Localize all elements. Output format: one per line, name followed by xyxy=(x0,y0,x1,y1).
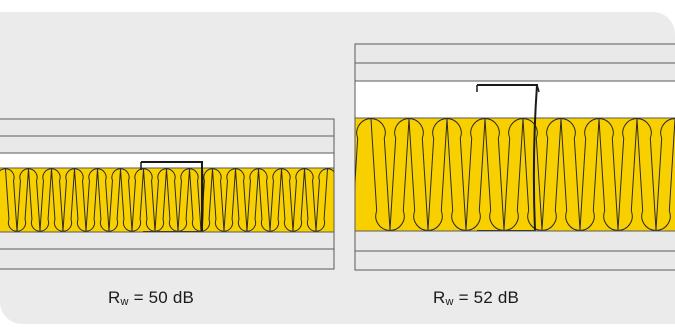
insulation-right-fiber-up-5 xyxy=(541,118,581,231)
insulation-right-fiber-down-2 xyxy=(446,118,486,231)
insulation-left-fiber-up-1 xyxy=(16,168,41,232)
insulation-left-fiber-up-13 xyxy=(292,168,317,232)
insulation-right-fiber-down-1 xyxy=(408,118,448,231)
caption-right-subscript: w xyxy=(445,296,454,308)
board-left-bottom-2 xyxy=(0,248,335,270)
caption-right: Rw = 52 dB xyxy=(433,288,519,308)
wall-section-right xyxy=(354,43,675,271)
caption-left-value: = 50 dB xyxy=(128,288,195,307)
insulation-right-fiber-up-4 xyxy=(503,118,543,231)
insulation-right-fiber-up-8 xyxy=(655,118,675,231)
insulation-left-fiber-up-10 xyxy=(223,168,248,232)
caption-left: Rw = 50 dB xyxy=(108,288,194,308)
insulation-left-fiber-down-9 xyxy=(212,168,236,232)
insulation-left-fiber-down-12 xyxy=(281,168,305,232)
wall-section-diagrams xyxy=(0,43,675,271)
stud-left-inner xyxy=(140,161,204,233)
insulation-left-fiber-up-3 xyxy=(62,168,87,232)
insulation-right-fiber-down-7 xyxy=(636,118,675,231)
insulation-right-fiber-down-0 xyxy=(370,118,410,231)
insulation-right-fiber-up-0 xyxy=(355,118,391,231)
insulation-left-fiber-up-5 xyxy=(108,168,133,232)
caption-left-subscript: w xyxy=(120,296,129,308)
board-right-bottom-1 xyxy=(354,230,675,252)
insulation-left-pattern xyxy=(0,168,334,232)
cavity-left xyxy=(0,152,335,169)
insulation-right-fiber-up-6 xyxy=(579,118,619,231)
insulation-right-pattern xyxy=(355,118,675,231)
comparison-card: Rw = 50 dB Rw = 52 dB xyxy=(0,12,675,324)
insulation-left-fiber-down-4 xyxy=(97,168,121,232)
cavity-right xyxy=(354,80,675,119)
stud-right xyxy=(477,84,539,232)
insulation-left-fiber-up-6 xyxy=(131,168,156,232)
insulation-left-fiber-up-0 xyxy=(0,168,18,232)
board-right-top-1 xyxy=(354,43,675,64)
board-left-top-2 xyxy=(0,135,335,154)
insulation-left-fiber-down-1 xyxy=(28,168,52,232)
insulation-right-fiber-up-7 xyxy=(617,118,657,231)
insulation-left-fiber-up-8 xyxy=(177,168,202,232)
board-left-bottom-1 xyxy=(0,231,335,250)
insulation-left-fiber-up-12 xyxy=(269,168,294,232)
insulation-left-fiber-up-7 xyxy=(154,168,179,232)
caption-left-prefix: R xyxy=(108,288,121,307)
stud-right-inner xyxy=(476,84,540,93)
insulation-right-fiber-down-5 xyxy=(560,118,600,231)
insulation-left-fiber-up-14 xyxy=(315,168,334,232)
board-left-top-1 xyxy=(0,118,335,137)
insulation-left-fiber-down-10 xyxy=(235,168,259,232)
insulation-left-fiber-down-13 xyxy=(304,168,328,232)
insulation-left-fiber-up-11 xyxy=(246,168,271,232)
caption-right-value: = 52 dB xyxy=(453,288,520,307)
insulation-right-fiber-down-4 xyxy=(522,118,562,231)
insulation-right-fiber-up-1 xyxy=(389,118,429,231)
insulation-left-fiber-down-3 xyxy=(74,168,98,232)
board-right-top-2 xyxy=(354,62,675,82)
insulation-left-fiber-up-9 xyxy=(200,168,225,232)
insulation-left-fiber-up-4 xyxy=(85,168,110,232)
insulation-left-fiber-down-2 xyxy=(51,168,75,232)
insulation-right xyxy=(354,117,675,232)
insulation-left-fiber-down-5 xyxy=(120,168,144,232)
insulation-right-fiber-down-6 xyxy=(598,118,638,231)
insulation-left-fiber-down-0 xyxy=(5,168,29,232)
caption-right-prefix: R xyxy=(433,288,446,307)
insulation-left-fiber-down-11 xyxy=(258,168,282,232)
board-right-bottom-2 xyxy=(354,250,675,271)
wall-section-left xyxy=(0,118,335,270)
insulation-right-fiber-up-2 xyxy=(427,118,467,231)
insulation-right-fiber-up-3 xyxy=(465,118,505,231)
insulation-left-fiber-up-2 xyxy=(39,168,64,232)
